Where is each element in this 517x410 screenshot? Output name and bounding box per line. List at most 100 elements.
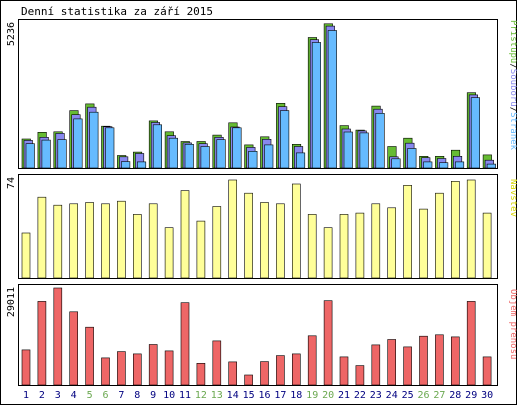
visits-bar bbox=[148, 203, 158, 279]
traffic-bar bbox=[323, 300, 333, 386]
day-label: 21 bbox=[338, 390, 350, 401]
day-label: 2 bbox=[39, 390, 45, 401]
day-label: 15 bbox=[243, 390, 255, 401]
pages-bar bbox=[375, 113, 385, 169]
pages-bar bbox=[343, 131, 353, 169]
visits-bar bbox=[37, 196, 47, 279]
visits-bar bbox=[403, 185, 412, 279]
pages-bar bbox=[248, 151, 258, 169]
day-label: 14 bbox=[227, 390, 239, 401]
day-label: 1 bbox=[23, 390, 29, 401]
legend-pages: Stránek bbox=[508, 112, 517, 151]
pages-bar bbox=[486, 163, 496, 169]
visits-bar bbox=[355, 212, 365, 279]
pages-bar bbox=[327, 30, 337, 169]
visits-max-label: 74 bbox=[6, 177, 17, 189]
legend-separator-1: / bbox=[508, 63, 517, 68]
day-label: 25 bbox=[402, 390, 414, 401]
hits-max-label: 5236 bbox=[6, 22, 17, 46]
traffic-bar bbox=[339, 356, 349, 386]
visits-bars bbox=[21, 179, 492, 279]
traffic-panel-frame bbox=[18, 284, 498, 386]
pages-bar bbox=[391, 158, 401, 169]
pages-bar bbox=[184, 144, 194, 169]
hits-legend: Přístupů/Souborů/Stránek bbox=[508, 20, 517, 151]
pages-bar bbox=[439, 162, 449, 169]
day-label: 7 bbox=[118, 390, 124, 401]
visits-bar bbox=[371, 203, 381, 279]
pages-bar bbox=[216, 139, 226, 169]
visits-panel-frame bbox=[18, 174, 498, 279]
traffic-legend: Objem přenosu bbox=[508, 289, 517, 359]
day-label: 6 bbox=[102, 390, 108, 401]
day-label: 13 bbox=[211, 390, 223, 401]
traffic-bar bbox=[291, 353, 301, 386]
traffic-bar bbox=[355, 365, 365, 386]
visits-bar bbox=[133, 214, 142, 279]
visits-bar bbox=[212, 206, 222, 279]
visits-bar bbox=[53, 204, 63, 279]
visits-bar bbox=[244, 192, 253, 279]
day-label: 22 bbox=[354, 390, 366, 401]
traffic-bar bbox=[212, 340, 222, 386]
visits-bar bbox=[21, 232, 31, 279]
day-label: 28 bbox=[449, 390, 461, 401]
traffic-bar bbox=[450, 336, 460, 386]
traffic-bar bbox=[133, 353, 142, 386]
pages-bar bbox=[232, 127, 242, 169]
traffic-bar bbox=[307, 335, 317, 386]
visits-bar bbox=[435, 192, 444, 279]
pages-bar bbox=[423, 161, 433, 169]
visits-bar bbox=[180, 190, 190, 279]
traffic-bar bbox=[101, 357, 110, 386]
legend-files: Souborů bbox=[508, 69, 517, 107]
pages-bar bbox=[105, 127, 115, 169]
traffic-bar bbox=[164, 350, 174, 386]
visits-bar bbox=[291, 183, 301, 279]
visits-bar bbox=[164, 227, 174, 279]
day-label: 26 bbox=[417, 390, 429, 401]
day-label: 16 bbox=[258, 390, 270, 401]
pages-bar bbox=[200, 146, 210, 169]
pages-bar bbox=[89, 111, 99, 169]
pages-bar bbox=[152, 124, 162, 169]
traffic-bars bbox=[21, 287, 492, 386]
visits-bar bbox=[276, 203, 285, 279]
pages-bar bbox=[359, 132, 369, 169]
traffic-bar bbox=[466, 301, 476, 386]
day-labels: 1 2 3 4 5 6 7 8 9 10 11 12 13 14 15 16 17 18 19 20 21 22 23 24 2… bbox=[23, 390, 493, 401]
visits-bar bbox=[101, 203, 110, 279]
traffic-bar bbox=[228, 361, 237, 386]
day-label: 12 bbox=[195, 390, 207, 401]
visits-bar bbox=[307, 214, 317, 279]
visits-bar bbox=[117, 200, 126, 279]
day-label: 8 bbox=[134, 390, 140, 401]
chart-title: Denní statistika za září 2015 bbox=[21, 5, 213, 18]
pages-bar bbox=[137, 161, 147, 169]
traffic-bar bbox=[69, 311, 78, 386]
visits-bar bbox=[85, 202, 94, 279]
traffic-bar bbox=[85, 326, 94, 386]
traffic-bar bbox=[371, 344, 381, 386]
visits-bar bbox=[260, 202, 269, 279]
pages-bar bbox=[407, 148, 417, 169]
traffic-bar bbox=[419, 335, 428, 386]
traffic-bar bbox=[180, 302, 190, 386]
visits-bar bbox=[482, 212, 492, 279]
day-label: 27 bbox=[433, 390, 445, 401]
visits-legend: Návštěv bbox=[508, 179, 517, 217]
visits-bar bbox=[339, 214, 349, 279]
day-label: 23 bbox=[370, 390, 382, 401]
day-label: 19 bbox=[306, 390, 318, 401]
day-label: 5 bbox=[87, 390, 93, 401]
pages-bar bbox=[121, 161, 131, 169]
day-label: 24 bbox=[386, 390, 398, 401]
traffic-bar bbox=[403, 346, 412, 386]
pages-bar bbox=[295, 152, 306, 169]
traffic-bar bbox=[387, 339, 397, 386]
pages-bar bbox=[57, 139, 67, 169]
traffic-bar bbox=[435, 334, 444, 386]
traffic-bar bbox=[196, 362, 206, 386]
